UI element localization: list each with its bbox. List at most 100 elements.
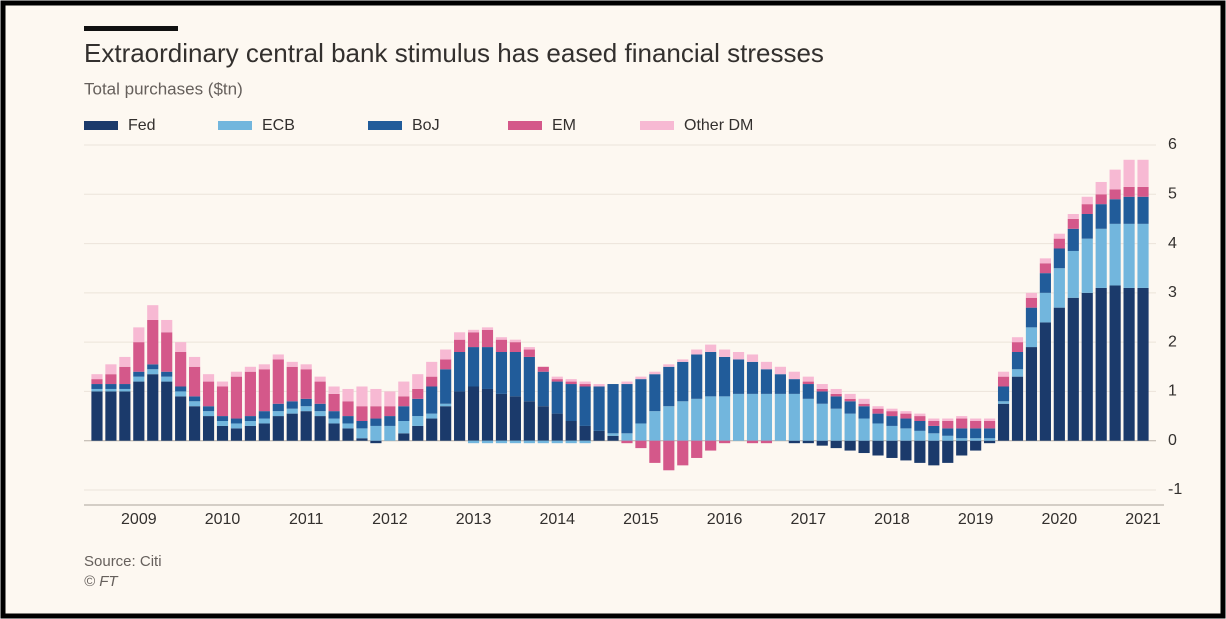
bar-segment [858,406,870,419]
bar-segment [593,384,605,387]
bar-segment [202,411,215,417]
bar-segment [467,440,480,444]
bar-segment [230,423,243,429]
x-tick-label: 2009 [121,511,157,528]
x-tick-label: 2014 [539,511,575,528]
bar-segment [1095,287,1107,441]
bar-segment [1067,297,1079,441]
legend-label: Other DM [684,117,753,134]
bar-segment [91,379,103,385]
bar-segment [300,398,312,407]
bar-segment [719,440,731,444]
bar-segment [551,381,563,414]
bar-segment [91,391,103,441]
bar-segment [1053,238,1065,249]
bar-segment [370,440,382,444]
bar-segment [426,386,438,414]
bar-segment [147,305,159,320]
bar-segment [412,425,424,441]
x-tick-label: 2021 [1125,511,1161,528]
bar-segment [872,406,884,409]
bar-segment [398,396,410,407]
bar-segment [900,428,912,441]
chart-subtitle: Total purchases ($tn) [84,79,243,98]
bar-segment [286,366,298,402]
bar-segment [440,406,452,441]
bar-segment [1011,337,1024,343]
bar-segment [593,430,605,441]
bar-segment [356,386,368,407]
bar-segment [91,374,103,380]
bar-segment [523,356,535,402]
bar-segment [607,435,619,441]
bar-segment [900,411,912,414]
bar-segment [481,329,494,348]
legend-swatch [218,121,252,130]
bar-segment [816,388,828,392]
bar-segment [286,361,298,367]
bar-segment [328,386,340,394]
bar-segment [105,391,117,441]
legend-label: ECB [262,117,295,134]
bar-segment [272,416,284,441]
bar-segment [300,406,312,412]
x-tick-label: 2012 [372,511,408,528]
bar-segment [1011,376,1024,441]
bar-segment [537,366,549,372]
bar-segment [1081,238,1093,293]
bar-segment [230,428,243,441]
bar-segment [1109,189,1121,200]
bar-segment [537,406,549,441]
bar-segment [272,411,284,417]
bar-segment [412,388,424,399]
bar-segment [370,388,382,407]
bar-segment [356,406,368,421]
bar-segment [691,398,703,441]
bar-segment [970,440,982,451]
bar-segment [872,423,884,441]
axes: -1 0 1 2 3 4 5 6 2009 2010 2011 2012 2013 2014 2015 201… [84,136,1182,528]
bar-segment [202,374,215,382]
bar-segment [1053,268,1065,308]
bar-segment [467,347,480,387]
bar-segment [440,359,452,370]
x-tick-label: 2015 [623,511,659,528]
bar-segment [440,403,452,407]
bar-segment [914,416,926,421]
bar-segment [1039,322,1051,441]
x-tick-label: 2019 [958,511,994,528]
bar-segment [314,376,326,382]
bar-segment [509,440,521,444]
title-bar [84,26,178,31]
bar-segment [1011,342,1024,352]
bar-segment [161,381,173,441]
bar-segment [189,366,201,397]
x-tick-label: 2013 [456,511,492,528]
bar-segment [1081,214,1093,239]
bar-segment [272,359,284,404]
bar-segment [928,433,940,441]
x-tick-label: 2018 [874,511,910,528]
bar-segment [1095,228,1107,288]
bar-segment [1025,307,1038,328]
bar-segment [1123,196,1135,224]
bar-segment [649,371,661,375]
bar-segment [216,381,229,387]
bar-segment [760,440,773,444]
bar-segment [1123,223,1135,288]
bar-segment [872,413,884,424]
bar-segment [119,366,131,385]
bar-segment [412,416,424,426]
bar-segment [942,435,954,441]
bar-segment [705,396,717,441]
bar-segment [1067,218,1079,229]
y-tick-label: -1 [1168,481,1182,498]
bar-segment [970,418,982,421]
bar-segment [440,349,452,360]
bar-segment [147,364,159,370]
bar-segment [244,416,256,421]
bar-segment [314,381,326,404]
bar-segment [286,401,298,409]
chart-title: Extraordinary central bank stimulus has … [84,38,824,68]
